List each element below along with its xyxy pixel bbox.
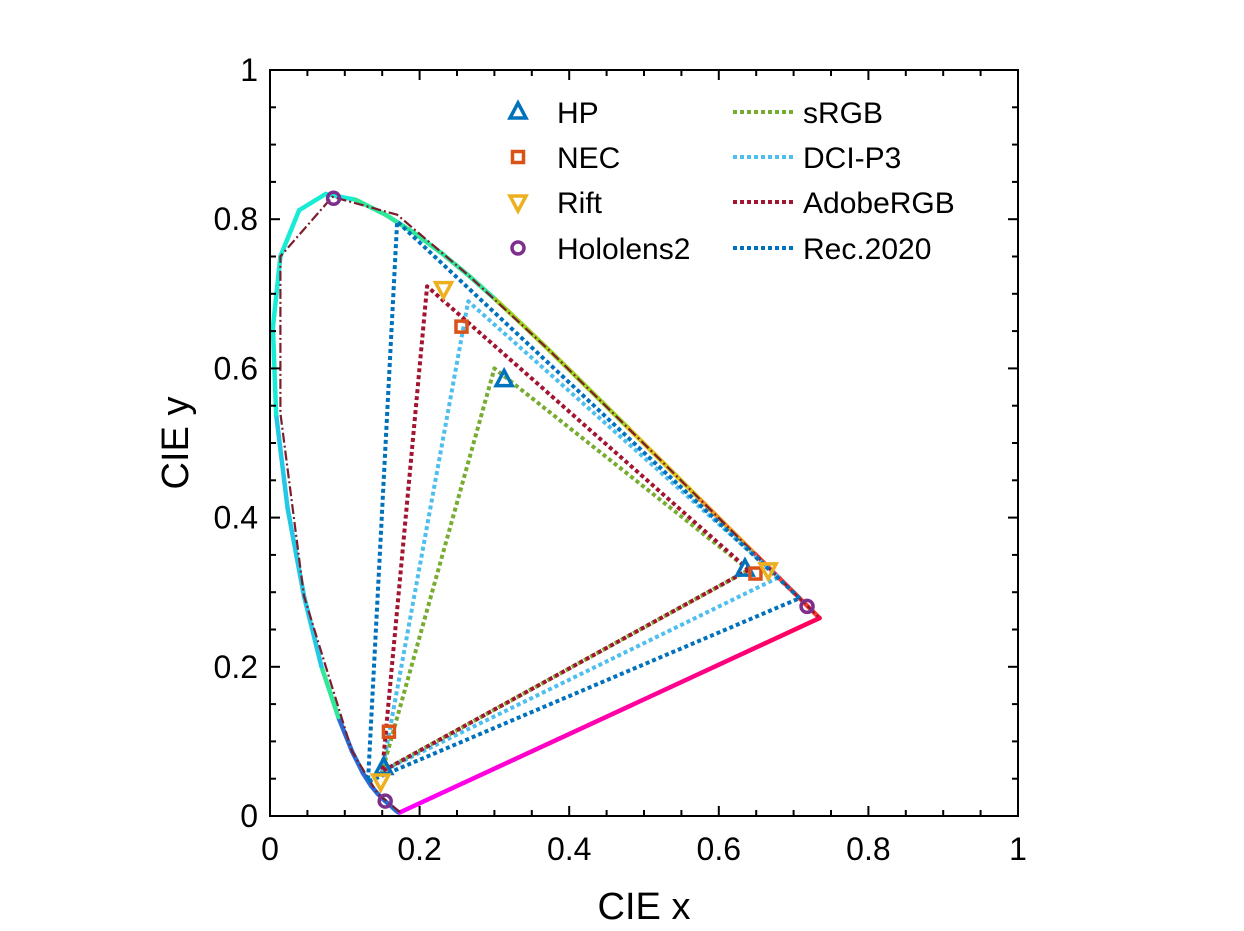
plot-area bbox=[270, 190, 822, 815]
coarse-locus-line bbox=[279, 195, 821, 814]
spectral-locus-segment bbox=[296, 191, 328, 213]
legend-nec-label: NEC bbox=[557, 142, 620, 175]
hololens2-marker bbox=[799, 598, 815, 615]
spectral-locus-segment bbox=[336, 714, 355, 754]
spectral-locus-segment bbox=[319, 664, 341, 720]
y-tick-label: 0.4 bbox=[214, 500, 258, 536]
y-tick-label: 0.2 bbox=[214, 649, 258, 685]
legend-adobergb-label: AdobeRGB bbox=[803, 187, 955, 220]
legend-hololens2-icon bbox=[510, 240, 526, 256]
hp-marker bbox=[493, 366, 516, 388]
nec-marker bbox=[748, 566, 763, 581]
gamut-adobergb-line bbox=[380, 284, 751, 774]
x-tick-label: 0.8 bbox=[846, 831, 890, 867]
x-tick-label: 0.2 bbox=[397, 831, 441, 867]
spectral-locus-segment bbox=[353, 197, 388, 218]
rift-marker bbox=[369, 773, 392, 794]
legend: HP NEC Rift Hololens2 sRGB DCI-P3 AdobeRGB Rec.… bbox=[507, 97, 955, 266]
x-tick-label: 0.4 bbox=[547, 831, 591, 867]
legend-dci-p3-label: DCI-P3 bbox=[803, 142, 901, 175]
y-tick-label: 0.6 bbox=[214, 350, 258, 386]
axes: 0 0.2 0.4 0.6 0.8 1 0 0.2 0.4 0.6 0.8 1 CIE x CIE y bbox=[155, 52, 1027, 928]
y-tick-label: 0.8 bbox=[214, 201, 258, 237]
gamut-srgb-line bbox=[380, 366, 751, 774]
x-tick-label: 0.6 bbox=[697, 831, 741, 867]
spectral-locus-segment bbox=[270, 325, 279, 417]
x-axis-label: CIE x bbox=[598, 886, 691, 928]
legend-hp-label: HP bbox=[557, 97, 599, 130]
legend-srgb-label: sRGB bbox=[803, 97, 883, 130]
legend-rift-label: Rift bbox=[557, 187, 603, 220]
x-tick-label: 1 bbox=[1009, 831, 1027, 867]
spectral-locus-segment bbox=[278, 207, 302, 259]
legend-hololens2-label: Hololens2 bbox=[557, 233, 690, 266]
rift-marker bbox=[432, 280, 455, 302]
nec-marker bbox=[454, 319, 469, 334]
hololens2-marker bbox=[325, 190, 342, 207]
gamut-dci-p3-line bbox=[380, 299, 781, 774]
hololens2-marker bbox=[377, 793, 393, 809]
y-tick-label: 1 bbox=[240, 52, 258, 88]
y-axis-label: CIE y bbox=[155, 397, 197, 490]
legend-nec-icon bbox=[510, 149, 526, 165]
legend-rift-icon bbox=[507, 194, 529, 215]
gamut-rec-2020-line bbox=[365, 219, 802, 784]
x-tick-label: 0 bbox=[261, 831, 279, 867]
y-tick-label: 0 bbox=[240, 798, 258, 834]
nec-marker bbox=[381, 724, 397, 739]
spectral-locus-segment bbox=[273, 412, 290, 511]
spectral-locus-segment bbox=[270, 254, 283, 330]
purple-line bbox=[397, 615, 822, 815]
legend-hp-icon bbox=[507, 99, 529, 120]
rift-marker bbox=[757, 562, 780, 583]
legend-rec-2020-label: Rec.2020 bbox=[803, 233, 931, 266]
spectral-locus-segment bbox=[360, 770, 374, 789]
